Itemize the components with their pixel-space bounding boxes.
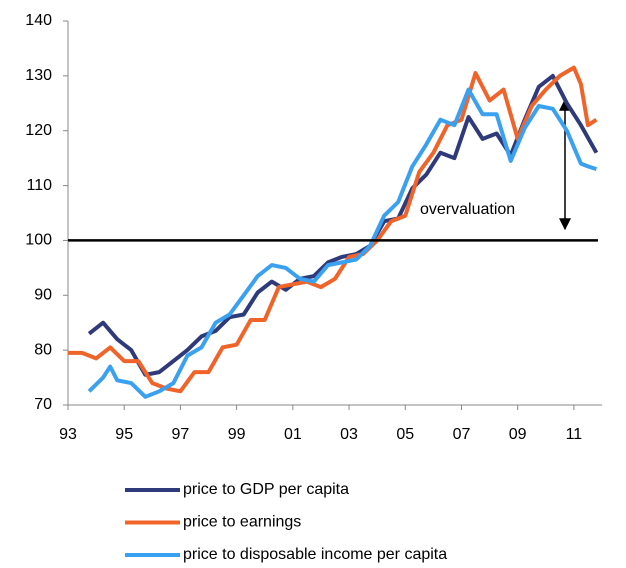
x-tick-label: 11: [566, 426, 583, 443]
x-tick-label: 01: [284, 426, 302, 443]
legend-label: price to earnings: [183, 514, 301, 531]
annotation: overvaluation: [420, 201, 515, 218]
y-tick-label: 120: [25, 122, 52, 139]
y-tick-label: 70: [34, 396, 52, 413]
y-tick-label: 80: [34, 341, 52, 358]
x-tick-label: 93: [59, 426, 77, 443]
y-tick-label: 140: [25, 12, 52, 29]
y-tick-label: 90: [34, 287, 52, 304]
series-line: [68, 65, 598, 394]
x-tick-label: 09: [509, 426, 527, 443]
x-tick-label: 95: [115, 426, 133, 443]
x-tick-label: 03: [340, 426, 358, 443]
y-tick-label: 110: [26, 177, 52, 194]
x-tick-label: 07: [453, 426, 471, 443]
y-tick-label: 130: [25, 67, 52, 84]
legend-label: price to GDP per capita: [183, 481, 349, 498]
x-tick-label: 05: [396, 426, 414, 443]
y-tick-label: 100: [25, 232, 52, 249]
series-line: [87, 87, 598, 399]
series-line: [87, 73, 599, 377]
x-tick-label: 97: [172, 426, 190, 443]
legend-label: price to disposable income per capita: [183, 546, 447, 563]
x-tick-label: 99: [228, 426, 246, 443]
